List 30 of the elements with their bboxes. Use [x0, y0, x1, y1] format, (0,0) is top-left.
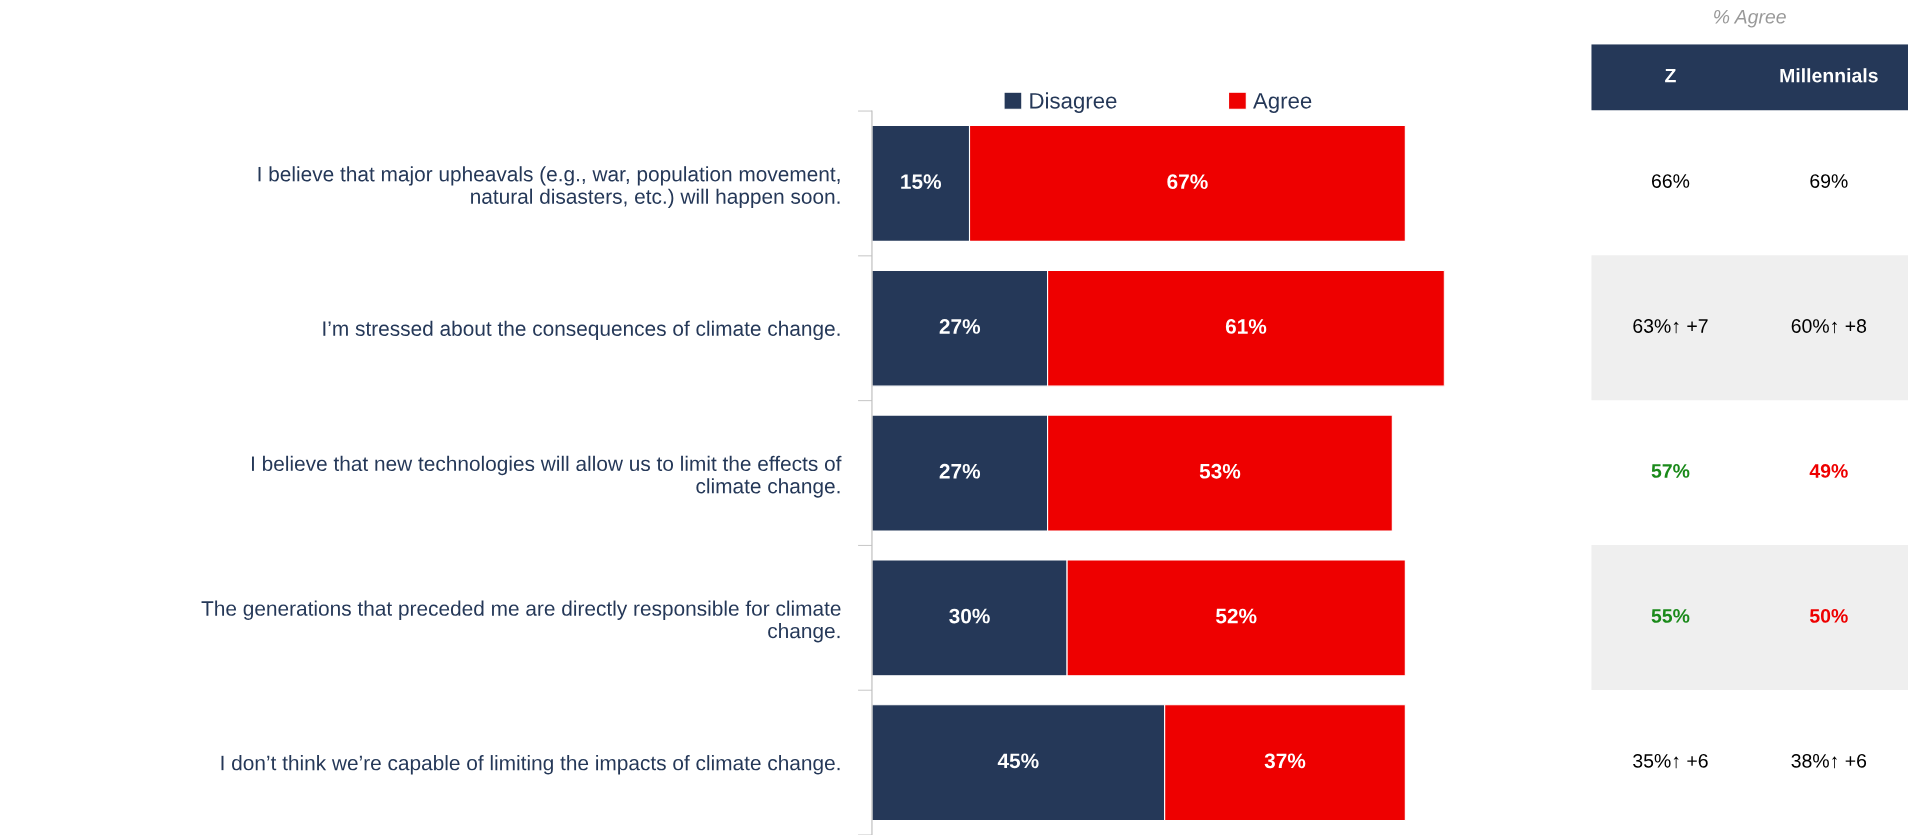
- text: % Agree: [1714, 9, 1786, 28]
- text: 35%↑ +6: [1633, 753, 1708, 769]
- data-label: 30%: [949, 608, 990, 624]
- legend-label: Disagree: [1030, 92, 1117, 114]
- text: 50%: [1809, 609, 1848, 623]
- data-label: 45%: [997, 753, 1039, 769]
- y-tick-label: I’m stressed about the consequences of climate change.: [323, 320, 840, 341]
- data-label: 37%: [1264, 753, 1306, 769]
- text: 66%: [1651, 174, 1690, 188]
- text: 57%: [1651, 464, 1690, 478]
- data-label: 67%: [1167, 174, 1208, 190]
- text: 49%: [1809, 464, 1848, 478]
- data-label: 61%: [1225, 319, 1267, 334]
- data-label: 52%: [1216, 608, 1257, 624]
- data-label: 27%: [939, 319, 981, 334]
- text: 63%↑ +7: [1633, 319, 1708, 334]
- data-label: 53%: [1199, 463, 1241, 479]
- text: 60%↑ +8: [1791, 319, 1867, 334]
- y-tick-label: The generations that preceded me are directly responsible for climate change.: [201, 600, 841, 643]
- text: 55%: [1651, 609, 1690, 623]
- y-tick-label: I believe that new technologies will allow us to limit the effects of climate change.: [251, 455, 842, 498]
- legend-label: Agree: [1253, 93, 1312, 114]
- text: 69%: [1810, 174, 1848, 188]
- category-label: Millennials: [1780, 68, 1878, 83]
- data-label: 27%: [939, 463, 981, 479]
- text: 38%↑ +6: [1791, 753, 1867, 769]
- y-tick-label: I believe that major upheavals (e.g., war, population movement, natural disasters, etc.) will happen soon.: [258, 166, 840, 209]
- y-tick-label: I don’t think we’re capable of limiting the impacts of climate change.: [221, 755, 840, 775]
- category-label: Z: [1665, 68, 1676, 83]
- data-label: 15%: [901, 174, 942, 190]
